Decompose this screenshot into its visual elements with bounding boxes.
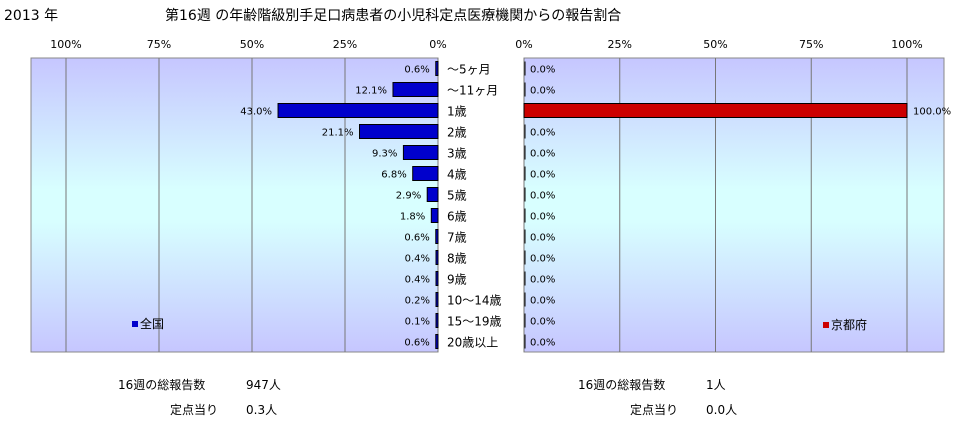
age-label: 1歳 [447,105,467,119]
chart-title: 第16週 の年齢階級別手足口病患者の小児科定点医療機関からの報告割合 [165,7,621,24]
left-data-label: 2.9% [396,191,421,202]
left-bar [430,208,439,223]
left-bar [402,145,439,160]
age-label: 8歳 [447,252,467,266]
left-data-label: 0.6% [404,65,429,76]
age-label: 3歳 [447,147,467,161]
left-bar [435,229,439,244]
legend-left-swatch [132,321,138,327]
right-data-label: 0.0% [530,149,555,160]
footer-left-per-label: 定点当り [170,402,218,417]
left-data-label: 0.1% [405,317,430,328]
left-bar [435,271,439,286]
right-data-label: 0.0% [530,275,555,286]
left-bar [412,166,439,181]
legend-right: 京都府 [823,317,867,332]
right-data-label: 0.0% [530,128,555,139]
right-data-label: 0.0% [530,254,555,265]
left-bar [435,334,439,349]
left-bar [277,103,439,118]
left-x-tick: 75% [147,38,171,51]
right-x-tick: 50% [703,38,727,51]
left-bar [435,292,439,307]
right-plot-area [523,57,945,353]
footer-left: 16週の総報告数 947人 定点当り 0.3人 [118,377,281,417]
age-category-labels: ～5ヶ月 ～11ヶ月 1歳 2歳 3歳 4歳 5歳 6歳 7歳 8歳 9歳 10～14歳 15～19歳 2… [447,63,502,350]
footer-left-total-value: 947人 [246,378,281,392]
age-label: 9歳 [447,273,467,287]
age-label: 5歳 [447,189,467,203]
age-label: 6歳 [447,210,467,224]
left-data-label: 9.3% [372,149,397,160]
left-bar [435,61,439,76]
left-bars [277,61,439,349]
left-data-label: 0.4% [405,275,430,286]
left-bar [426,187,439,202]
right-data-label: 0.0% [530,233,555,244]
left-data-label: 1.8% [400,212,425,223]
footer-right-per-value: 0.0人 [706,403,737,417]
right-x-tick: 100% [891,38,922,51]
age-label: 15～19歳 [447,315,502,329]
age-label: ～5ヶ月 [447,63,491,77]
year-label: 2013 年 [4,8,58,24]
left-data-label: 43.0% [240,107,272,118]
left-data-label: 0.4% [405,254,430,265]
age-label: 7歳 [447,231,467,245]
right-value-labels: 0.0% 0.0% 100.0% 0.0% 0.0% 0.0% 0.0% 0.0% 0.0% 0.… [530,65,951,349]
left-bar [359,124,439,139]
left-data-label: 6.8% [381,170,406,181]
left-data-label: 0.6% [404,233,429,244]
right-data-label: 0.0% [530,296,555,307]
right-x-tick: 25% [608,38,632,51]
left-value-labels: 0.6% 12.1% 43.0% 21.1% 9.3% 6.8% 2.9% 1.8% 0.6% 0… [240,65,430,349]
age-label: 4歳 [447,168,467,182]
legend-left: 全国 [132,316,164,331]
footer-right: 16週の総報告数 1人 定点当り 0.0人 [578,377,737,417]
legend-left-label: 全国 [140,316,164,331]
age-label: 2歳 [447,126,467,140]
left-bar [435,250,439,265]
right-data-label: 0.0% [530,170,555,181]
right-data-label: 0.0% [530,191,555,202]
right-bars [523,61,908,349]
footer-left-total-label: 16週の総報告数 [118,377,205,392]
legend-right-label: 京都府 [831,317,867,332]
left-x-tick: 100% [50,38,81,51]
right-data-label: 0.0% [530,65,555,76]
age-label: ～11ヶ月 [447,84,498,98]
left-data-label: 0.6% [404,338,429,349]
left-bar [435,313,439,328]
age-label: 10～14歳 [447,294,502,308]
left-plot-area [30,57,439,353]
left-x-tick: 0% [429,38,446,51]
right-data-label: 100.0% [913,107,951,118]
right-data-label: 0.0% [530,317,555,328]
legend-right-swatch [823,322,829,328]
right-x-ticks: 0% 25% 50% 75% 100% [515,38,922,51]
left-x-tick: 50% [240,38,264,51]
footer-right-total-label: 16週の総報告数 [578,377,665,392]
footer-right-total-value: 1人 [706,378,726,392]
right-data-label: 0.0% [530,86,555,97]
footer-right-per-label: 定点当り [630,402,678,417]
left-bar [392,82,439,97]
right-data-label: 0.0% [530,212,555,223]
left-data-label: 21.1% [322,128,354,139]
right-x-tick: 0% [515,38,532,51]
footer-left-per-value: 0.3人 [246,403,277,417]
age-label: 20歳以上 [447,336,498,350]
left-data-label: 12.1% [355,86,387,97]
left-x-ticks: 100% 75% 50% 25% 0% [50,38,446,51]
left-data-label: 0.2% [405,296,430,307]
right-bar [523,103,908,118]
right-data-label: 0.0% [530,338,555,349]
right-x-tick: 75% [799,38,823,51]
left-x-tick: 25% [333,38,357,51]
